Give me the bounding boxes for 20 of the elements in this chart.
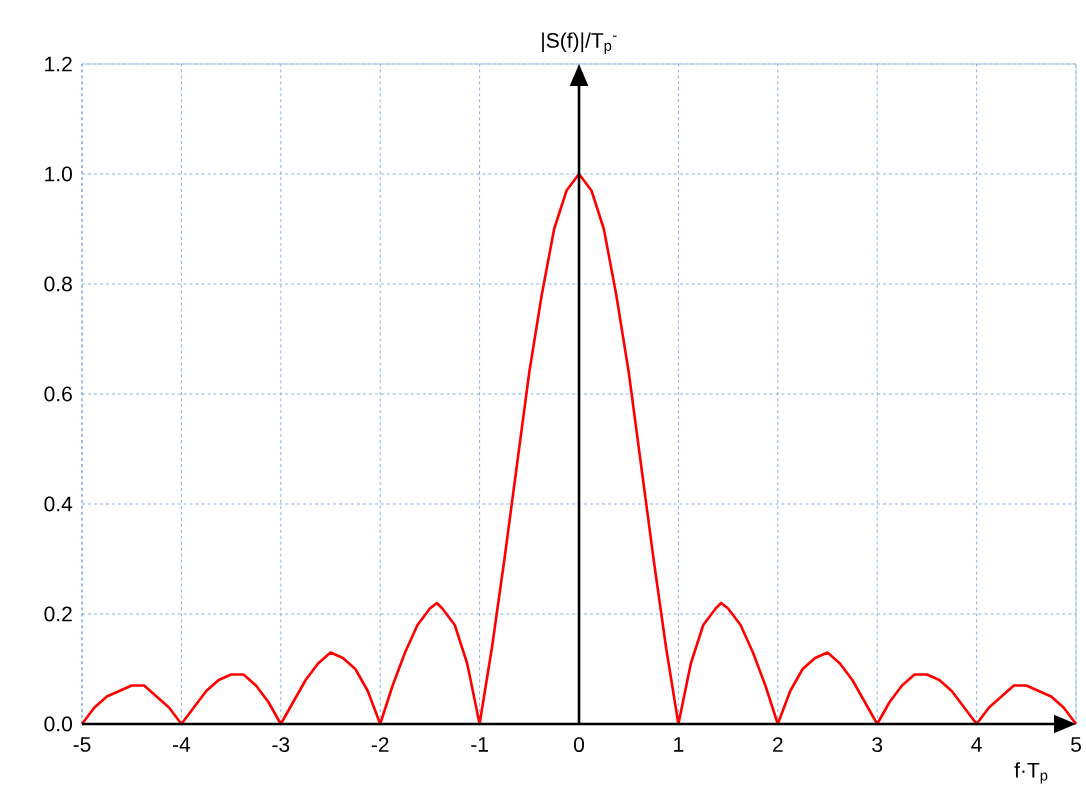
x-tick-label: 5 — [1071, 737, 1081, 752]
y-tick-label: 0.2 — [44, 606, 72, 622]
y-tick-label: 0.8 — [44, 276, 72, 292]
x-tick-label: -3 — [272, 737, 290, 753]
y-tick-label: 0.4 — [44, 496, 73, 512]
x-tick-label: 0 — [573, 737, 585, 753]
x-tick-label: 3 — [872, 737, 883, 753]
x-tick-label: 1 — [674, 737, 684, 752]
x-tick-label: -4 — [173, 737, 191, 752]
y-tick-label: 1.2 — [45, 56, 72, 72]
x-tick-label: 2 — [773, 737, 783, 752]
x-axis-title: f·T$_{p}$ — [1014, 762, 1048, 784]
x-tick-label: -5 — [73, 737, 91, 752]
y-tick-label: 0.6 — [44, 386, 72, 402]
x-tick-label: -2 — [371, 737, 389, 752]
y-axis-title: |S(f)|/T$_{p}$- — [542, 32, 617, 54]
y-tick-label: 1.0 — [45, 166, 72, 182]
x-tick-label: -1 — [471, 737, 488, 752]
x-tick-label: 4 — [971, 737, 982, 752]
y-tick-label: 0.0 — [44, 716, 72, 732]
